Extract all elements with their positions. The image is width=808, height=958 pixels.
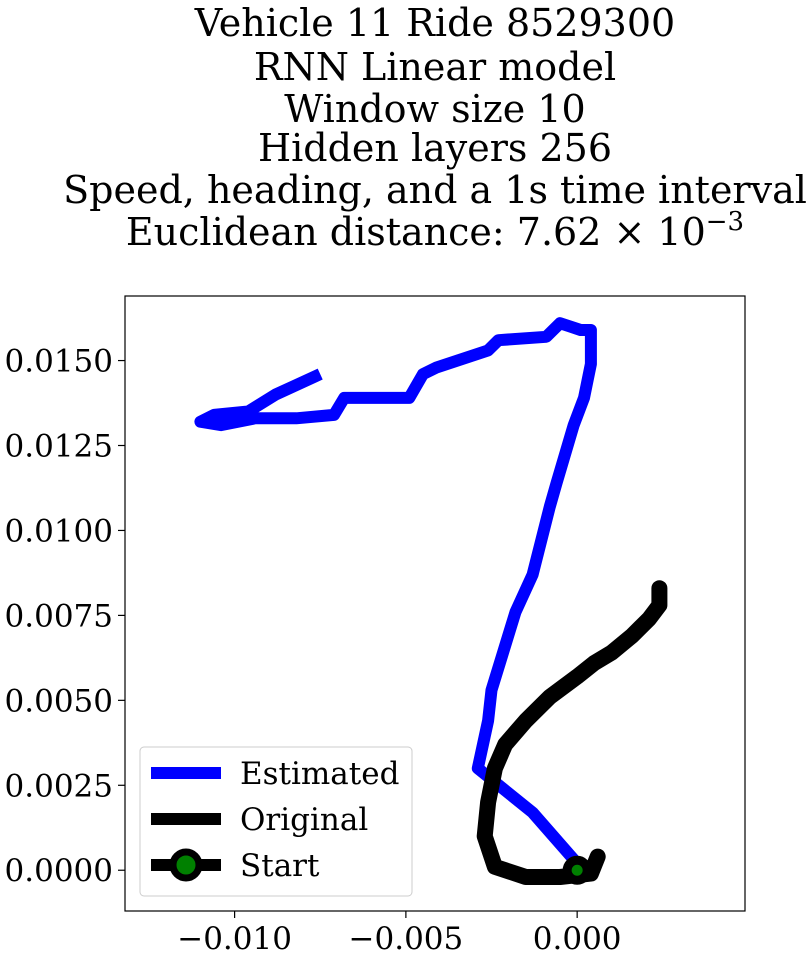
series-line-original (476, 580, 668, 885)
legend-box (139, 746, 413, 897)
chart-title: Vehicle 11 Ride 8529300 RNN Linear model… (63, 1, 807, 254)
series-layer (194, 317, 668, 885)
plot-area (124, 295, 746, 912)
start-layer (562, 855, 592, 885)
x-tick-label: −0.010 (177, 921, 292, 957)
legend-label-original: Original (240, 802, 368, 838)
title-line: Vehicle 11 Ride 8529300 (194, 1, 675, 45)
title-line: Speed, heading, and a 1s time interval (63, 168, 807, 212)
y-tick-label: 0.0075 (5, 598, 113, 634)
y-tick-label: 0.0150 (5, 344, 113, 380)
title-line: RNN Linear model (254, 45, 616, 89)
y-axis: 0.0000 0.0025 0.0050 0.0075 0.0100 0.0125 0.01… (5, 344, 125, 889)
legend-marker-start (169, 848, 203, 882)
x-tick-label: 0.000 (533, 921, 622, 957)
legend-label-estimated: Estimated (240, 756, 399, 792)
series-line-estimated (194, 317, 597, 868)
y-tick-label: 0.0125 (5, 429, 113, 465)
start-marker (562, 855, 592, 885)
distance-mantissa: 7.62 (517, 210, 602, 254)
x-axis: −0.010 −0.005 0.000 (177, 911, 622, 957)
legend-label-start: Start (240, 848, 320, 884)
y-tick-label: 0.0050 (5, 683, 113, 719)
distance-prefix: Euclidean distance: (126, 210, 517, 254)
title-line: Hidden layers 256 (258, 126, 612, 170)
x-tick-label: −0.005 (349, 921, 464, 957)
y-tick-label: 0.0025 (5, 768, 113, 804)
distance-line: Euclidean distance: 7.62 × 10−3 (126, 207, 744, 254)
legend: Estimated Original Start (139, 746, 413, 897)
y-tick-label: 0.0100 (5, 513, 113, 549)
title-line: Window size 10 (284, 87, 585, 131)
times-sign: × 10 (601, 210, 705, 254)
distance-exponent: −3 (706, 207, 744, 237)
y-tick-label: 0.0000 (5, 853, 113, 889)
axes-frame (124, 295, 746, 912)
